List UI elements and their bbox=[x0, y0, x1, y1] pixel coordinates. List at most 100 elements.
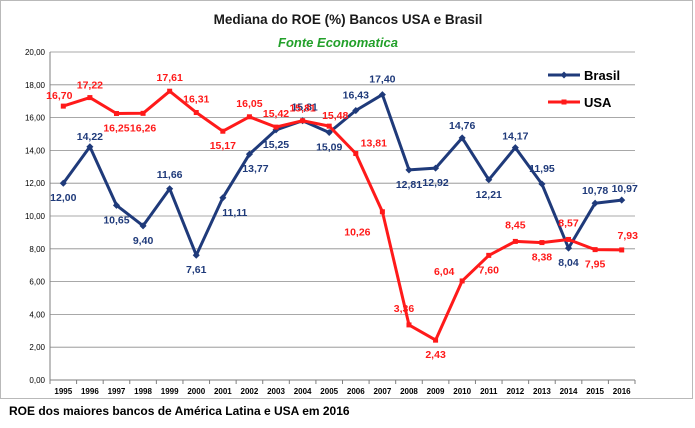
legend-label-brasil: Brasil bbox=[584, 68, 620, 83]
x-tick-label: 1996 bbox=[81, 387, 99, 396]
y-tick-label: 12,00 bbox=[25, 179, 46, 188]
series-marker-brasil bbox=[591, 199, 599, 207]
y-tick-label: 0,00 bbox=[29, 376, 45, 385]
data-label-usa: 16,31 bbox=[183, 94, 209, 106]
series-marker-brasil bbox=[166, 185, 174, 193]
y-tick-label: 2,00 bbox=[29, 343, 45, 352]
series-marker-usa bbox=[353, 151, 359, 157]
data-label-brasil: 16,43 bbox=[343, 90, 369, 102]
series-marker-brasil bbox=[432, 164, 440, 172]
x-tick-label: 2004 bbox=[294, 387, 312, 396]
series-marker-usa bbox=[379, 209, 385, 215]
series-marker-brasil bbox=[564, 244, 573, 252]
series-line-usa bbox=[62, 89, 622, 342]
chart-title: Mediana do ROE (%) Bancos USA e Brasil bbox=[214, 12, 483, 27]
x-tick-label: 1999 bbox=[161, 387, 179, 396]
x-tick-label: 2007 bbox=[373, 387, 391, 396]
data-label-usa: 16,05 bbox=[236, 98, 262, 110]
data-label-brasil: 10,65 bbox=[103, 214, 129, 226]
series-marker-brasil bbox=[405, 166, 413, 174]
data-label-usa: 16,26 bbox=[130, 122, 156, 134]
y-tick-label: 10,00 bbox=[25, 212, 46, 221]
x-tick-label: 2002 bbox=[241, 387, 259, 396]
data-label-usa: 15,17 bbox=[210, 140, 236, 152]
y-tick-label: 18,00 bbox=[25, 81, 46, 90]
data-label-brasil: 9,40 bbox=[133, 235, 154, 247]
series-line-brasil bbox=[62, 93, 622, 257]
data-label-usa: 7,95 bbox=[585, 259, 606, 271]
data-label-usa: 8,38 bbox=[532, 252, 553, 264]
series-marker-brasil bbox=[245, 150, 253, 158]
legend-label-usa: USA bbox=[584, 95, 612, 110]
data-label-usa: 8,45 bbox=[505, 219, 526, 231]
series-marker-brasil bbox=[538, 180, 546, 188]
data-label-brasil: 15,25 bbox=[263, 139, 289, 151]
series-marker-usa bbox=[167, 88, 173, 94]
series-marker-brasil bbox=[325, 128, 333, 137]
x-tick-label: 2001 bbox=[214, 387, 232, 396]
series-marker-usa bbox=[326, 123, 332, 129]
series-marker-brasil bbox=[378, 91, 386, 99]
footer-caption: ROE dos maiores bancos de América Latina… bbox=[9, 404, 350, 418]
data-label-brasil: 8,04 bbox=[558, 257, 579, 269]
series-marker-brasil bbox=[86, 143, 94, 151]
data-label-brasil: 14,76 bbox=[449, 120, 475, 132]
series-marker-usa bbox=[406, 322, 412, 328]
series-marker-usa bbox=[220, 128, 226, 134]
data-label-brasil: 11,95 bbox=[529, 163, 555, 175]
series-marker-usa bbox=[193, 110, 199, 116]
data-label-brasil: 12,00 bbox=[50, 192, 76, 204]
y-tick-label: 20,00 bbox=[25, 48, 46, 57]
x-tick-label: 1995 bbox=[54, 387, 72, 396]
series-marker-usa bbox=[539, 240, 545, 246]
x-tick-label: 1997 bbox=[108, 387, 126, 396]
y-tick-label: 14,00 bbox=[25, 146, 46, 155]
data-label-usa: 17,61 bbox=[157, 72, 183, 84]
data-label-usa: 16,70 bbox=[46, 90, 72, 102]
x-tick-label: 2012 bbox=[506, 387, 524, 396]
series-marker-usa bbox=[433, 337, 439, 343]
data-label-usa: 10,26 bbox=[344, 227, 370, 239]
roe-line-chart: Mediana do ROE (%) Bancos USA e Brasil F… bbox=[25, 12, 638, 396]
data-label-usa: 2,43 bbox=[425, 349, 446, 361]
series-marker-usa bbox=[87, 95, 93, 101]
series-marker-brasil bbox=[485, 176, 493, 184]
x-tick-label: 2015 bbox=[586, 387, 604, 396]
series-marker-usa bbox=[566, 236, 572, 242]
x-tick-label: 2005 bbox=[320, 387, 338, 396]
data-label-usa: 17,22 bbox=[77, 80, 103, 92]
data-label-brasil: 17,40 bbox=[369, 74, 395, 86]
y-tick-label: 4,00 bbox=[29, 310, 45, 319]
series-marker-brasil bbox=[59, 179, 67, 187]
data-label-brasil: 15,09 bbox=[316, 142, 342, 154]
series-marker-usa bbox=[459, 278, 465, 284]
data-label-brasil: 12,21 bbox=[476, 189, 502, 201]
data-label-brasil: 12,92 bbox=[422, 177, 448, 189]
y-tick-label: 6,00 bbox=[29, 278, 45, 287]
x-tick-label: 1998 bbox=[134, 387, 152, 396]
y-tick-label: 16,00 bbox=[25, 114, 46, 123]
data-label-brasil: 10,97 bbox=[612, 183, 638, 195]
x-tick-label: 2000 bbox=[187, 387, 205, 396]
data-label-brasil: 10,78 bbox=[582, 185, 608, 197]
series-marker-brasil bbox=[139, 222, 147, 230]
data-label-brasil: 7,61 bbox=[186, 264, 207, 276]
data-label-brasil: 11,66 bbox=[157, 169, 183, 181]
x-tick-label: 2009 bbox=[427, 387, 445, 396]
data-label-brasil: 11,11 bbox=[222, 207, 247, 219]
legend-marker-brasil bbox=[560, 71, 568, 79]
series-marker-usa bbox=[619, 247, 625, 253]
data-label-brasil: 14,17 bbox=[502, 131, 528, 143]
x-tick-label: 2016 bbox=[613, 387, 631, 396]
series-marker-brasil bbox=[219, 194, 227, 202]
x-tick-label: 2013 bbox=[533, 387, 551, 396]
series-marker-usa bbox=[113, 111, 119, 116]
series-marker-usa bbox=[140, 110, 146, 116]
series-marker-brasil bbox=[112, 201, 121, 209]
chart-subtitle: Fonte Economatica bbox=[278, 35, 398, 50]
data-label-brasil: 14,22 bbox=[77, 131, 103, 143]
data-label-brasil: 12,81 bbox=[396, 179, 422, 191]
series-marker-usa bbox=[273, 124, 279, 130]
data-label-usa: 7,60 bbox=[479, 264, 500, 276]
data-label-usa: 3,36 bbox=[394, 303, 415, 315]
